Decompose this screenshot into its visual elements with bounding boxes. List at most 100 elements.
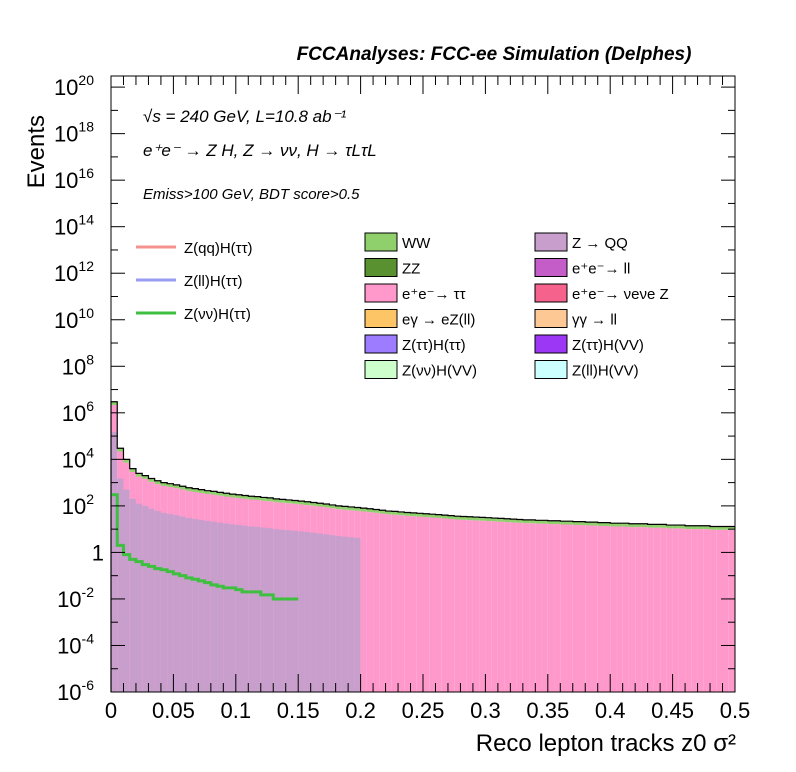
stack-bar-ww bbox=[210, 491, 218, 495]
y-tick-label: 1020 bbox=[54, 72, 94, 100]
stack-bar-ww bbox=[198, 489, 205, 493]
stack-bar-ww bbox=[142, 475, 149, 479]
stack-bar-tautau bbox=[410, 516, 417, 692]
stack-bar-ww bbox=[416, 513, 423, 517]
stack-bar-ww bbox=[348, 506, 355, 511]
stack-bar-tautau bbox=[491, 521, 498, 692]
stack-bar-ww bbox=[117, 448, 124, 452]
legend-box-swatch bbox=[534, 232, 568, 252]
stack-bar-zqq bbox=[192, 518, 199, 692]
stack-bar-ww bbox=[291, 500, 299, 504]
stack-bar-tautau bbox=[616, 526, 623, 692]
stack-bar-tautau bbox=[579, 524, 586, 692]
stack-bar-ww bbox=[597, 522, 604, 526]
stack-bar-ww bbox=[179, 486, 186, 490]
y-tick-label: 10-6 bbox=[57, 677, 94, 705]
stack-bar-ww bbox=[235, 494, 243, 499]
stack-bar-ww bbox=[217, 492, 224, 496]
stack-bar-tautau bbox=[460, 519, 467, 692]
stack-bar-ww bbox=[535, 520, 542, 524]
stack-bar-ww bbox=[148, 478, 155, 482]
stack-bar-ww bbox=[579, 521, 586, 525]
stack-bar-zqq bbox=[329, 535, 336, 692]
stack-bar-zqq bbox=[285, 530, 292, 692]
stack-bar-zqq bbox=[310, 532, 317, 692]
stack-bar-ww bbox=[666, 525, 673, 529]
stack-bar-ww bbox=[466, 516, 473, 521]
stack-bar-tautau bbox=[398, 515, 405, 692]
stack-bar-ww bbox=[154, 480, 161, 485]
stack-bar-ww bbox=[410, 512, 417, 517]
stack-bar-ww bbox=[697, 525, 704, 530]
stack-bar-tautau bbox=[360, 511, 367, 692]
x-axis-title: Reco lepton tracks z0 σ² bbox=[476, 730, 736, 757]
stack-bar-ww bbox=[329, 504, 336, 509]
legend-box-swatch bbox=[534, 309, 568, 328]
y-tick-label: 1016 bbox=[54, 165, 94, 193]
stack-bar-tautau bbox=[554, 524, 561, 692]
legend-label: Z(ττ)H(VV) bbox=[572, 337, 644, 354]
x-tick-label: 0.05 bbox=[152, 698, 195, 723]
stack-bar-ww bbox=[685, 525, 692, 530]
stack-bar-zqq bbox=[179, 516, 186, 692]
y-tick-label: 108 bbox=[62, 351, 94, 379]
stack-bar-tautau bbox=[697, 529, 704, 692]
stack-bar-ww bbox=[273, 498, 280, 503]
stack-bar-zqq bbox=[223, 523, 230, 692]
stack-bar-ww bbox=[641, 523, 648, 528]
stack-bar-ww bbox=[304, 501, 311, 506]
legend-box-swatch bbox=[364, 309, 398, 328]
stack-bar-zqq bbox=[167, 513, 174, 692]
legend-label: γγ → ll bbox=[572, 312, 617, 329]
stack-bar-tautau bbox=[628, 527, 636, 692]
stack-bar-zqq bbox=[248, 526, 255, 692]
legend-label: e⁺e⁻→ ττ bbox=[402, 286, 466, 303]
stack-bar-ww bbox=[660, 524, 667, 528]
stack-bar-zqq bbox=[129, 498, 136, 692]
stack-bar-tautau bbox=[566, 524, 573, 692]
y-tick-label: 106 bbox=[62, 398, 94, 426]
legend-label: ZZ bbox=[402, 261, 420, 278]
stack-bar-tautau bbox=[653, 527, 661, 692]
stack-bar-tautau bbox=[429, 517, 436, 692]
y-tick-label: 1014 bbox=[54, 212, 94, 240]
selection-annotation: Emiss>100 GeV, BDT score>0.5 bbox=[143, 186, 360, 203]
stack-bar-zqq bbox=[198, 519, 205, 692]
stack-bar-ww bbox=[454, 516, 461, 520]
stack-bar-ww bbox=[323, 504, 330, 508]
stack-bar-ww bbox=[341, 506, 349, 510]
stack-bar-tautau bbox=[585, 525, 592, 692]
y-axis-title: Events bbox=[23, 115, 50, 188]
stack-bar-zqq bbox=[148, 508, 155, 692]
x-tick-label: 0.4 bbox=[595, 698, 626, 723]
stack-bar-ww bbox=[185, 487, 193, 492]
stack-bar-ww bbox=[354, 507, 361, 511]
stack-bar-ww bbox=[504, 518, 511, 523]
stack-bar-tautau bbox=[691, 529, 698, 692]
legend-label: e⁺e⁻→ ll bbox=[572, 261, 630, 278]
stack-bar-ww bbox=[398, 511, 405, 516]
stack-bar-zqq bbox=[341, 536, 349, 692]
stack-bar-ww bbox=[173, 484, 180, 489]
stack-bar-ww bbox=[335, 505, 342, 510]
stack-bar-zqq bbox=[354, 537, 361, 692]
stack-bar-ww bbox=[566, 521, 573, 525]
stack-bar-tautau bbox=[504, 522, 511, 692]
stack-bar-ww bbox=[647, 524, 654, 528]
stack-envelope bbox=[110, 401, 735, 692]
stack-bar-tautau bbox=[610, 526, 617, 692]
stack-bar-tautau bbox=[497, 521, 505, 692]
stack-bar-zqq bbox=[260, 527, 267, 692]
stack-bar-tautau bbox=[391, 514, 399, 692]
legend-label: eγ → eZ(ll) bbox=[402, 312, 475, 329]
stack-bar-tautau bbox=[703, 529, 711, 692]
stack-bar-ww bbox=[497, 518, 505, 522]
stack-bar-ww bbox=[441, 515, 448, 519]
stack-bar-tautau bbox=[416, 516, 423, 692]
stack-bar-ww bbox=[635, 523, 642, 528]
stack-bar-tautau bbox=[479, 520, 486, 692]
legend-box-swatch bbox=[534, 283, 568, 303]
stack-bar-tautau bbox=[447, 518, 455, 692]
y-tick-label: 104 bbox=[62, 444, 94, 472]
stack-bar-tautau bbox=[660, 527, 667, 692]
